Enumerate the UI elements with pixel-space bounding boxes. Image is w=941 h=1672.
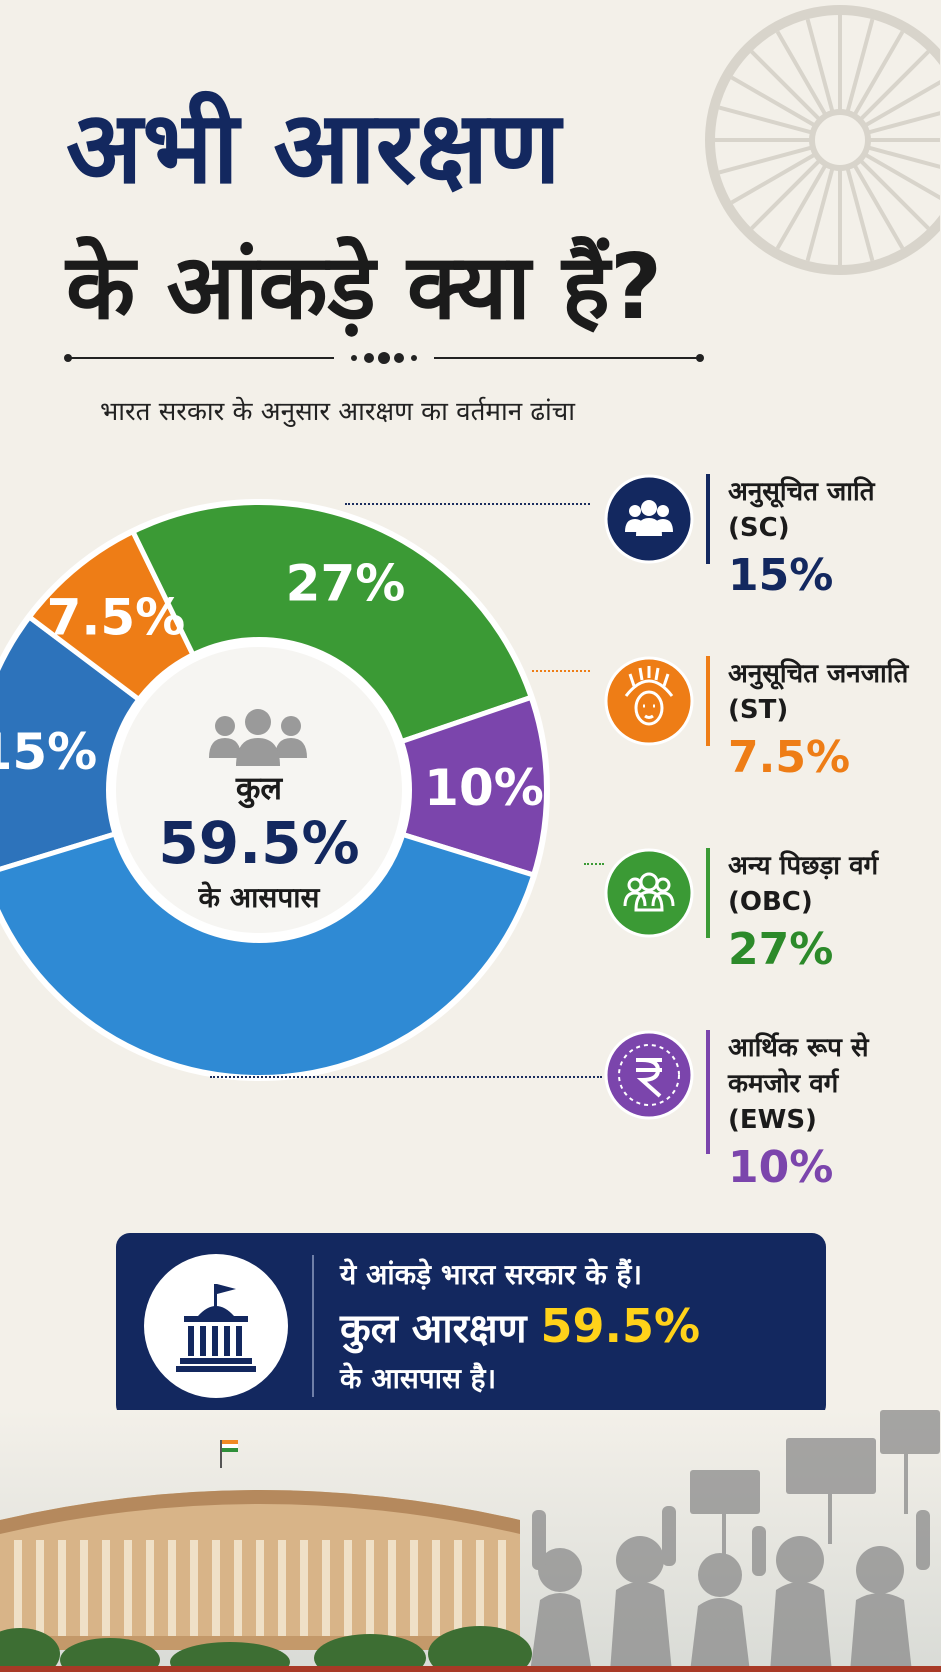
legend-item-sc: अनुसूचित जाति (SC) 15% [604, 474, 934, 601]
legend-name-sc: अनुसूचित जाति (SC) [728, 477, 875, 543]
government-building-icon [176, 1284, 256, 1372]
parliament-column [388, 1540, 396, 1636]
donut-center-text: कुल 59.5% के आसपास [108, 768, 410, 918]
donut-center-disc [106, 637, 412, 943]
parliament-column [58, 1540, 66, 1636]
parliament-column [80, 1540, 88, 1636]
chakra-spoke [845, 166, 875, 262]
donut-outer-border [0, 499, 550, 1081]
legend-item-obc: अन्य पिछड़ा वर्ग (OBC) 27% [604, 848, 934, 978]
chakra-spoke [805, 166, 835, 262]
ashoka-chakra-watermark [705, 5, 940, 275]
parliament-column [102, 1540, 110, 1636]
parliament-column [234, 1540, 242, 1636]
parliament-column [322, 1540, 330, 1636]
chakra-spoke [863, 152, 940, 201]
banner-line-3: के आसपास है। [340, 1362, 497, 1395]
title-line-1: अभी आरक्षण [66, 89, 561, 206]
parliament-column [366, 1540, 374, 1636]
legend-name-obc: अन्य पिछड़ा वर्ग (OBC) [728, 851, 879, 917]
chakra-spoke [852, 30, 905, 117]
chakra-spoke [775, 163, 828, 250]
reservation-donut-chart: 15% 7.5% 27% 10% [0, 499, 550, 1081]
chakra-spoke [858, 158, 930, 230]
legend-value-st: 7.5% [728, 732, 851, 783]
chakra-spoke [863, 79, 940, 128]
center-label: कुल [235, 769, 283, 807]
chakra-spoke [858, 50, 930, 122]
banner-separator [312, 1255, 314, 1397]
parliament-column [14, 1540, 22, 1636]
chakra-spoke [852, 163, 905, 250]
chakra-spoke [730, 75, 817, 128]
parliament-column [146, 1540, 154, 1636]
ornamental-divider [64, 352, 704, 364]
legend-bar-st [706, 656, 710, 746]
summary-banner: ये आंकड़े भारत सरकार के हैं। कुल आरक्षण … [116, 1233, 826, 1419]
parliament-column [168, 1540, 176, 1636]
center-sub: के आसपास [198, 881, 320, 914]
parliament-column [476, 1540, 484, 1636]
legend-name-st: अनुसूचित जनजाति (ST) [728, 659, 909, 725]
parliament-column [212, 1540, 220, 1636]
legend-value-sc: 15% [728, 550, 834, 601]
chakra-spoke [775, 30, 828, 117]
chakra-spoke [718, 145, 814, 175]
parliament-column [190, 1540, 198, 1636]
parliament-column [454, 1540, 462, 1636]
parliament-column [300, 1540, 308, 1636]
chakra-spoke [866, 145, 940, 169]
title-line-2: के आंकड़े क्या हैं? [66, 235, 663, 340]
people-group-icon [209, 709, 307, 766]
banner-line-1: ये आंकड़े भारत सरकार के हैं। [340, 1258, 643, 1291]
parliament-column [278, 1540, 286, 1636]
legend-item-ews: आर्थिक रूप से कमजोर वर्ग (EWS) 10% [604, 1030, 934, 1200]
chakra-spoke [805, 18, 835, 114]
parliament-column [410, 1540, 418, 1636]
chakra-spoke [845, 18, 875, 114]
legend-bar-sc [706, 474, 710, 564]
parliament-column [432, 1540, 440, 1636]
leader-line-st [532, 670, 590, 672]
slice-label: 7.5% [47, 588, 186, 646]
chakra-spoke [750, 158, 822, 230]
leader-line-sc [345, 503, 590, 505]
legend-name-ews: आर्थिक रूप से कमजोर वर्ग (EWS) [728, 1033, 869, 1135]
legend-bar-ews [706, 1030, 710, 1154]
parliament-column [124, 1540, 132, 1636]
parliament-column [36, 1540, 44, 1636]
center-value: 59.5% [158, 809, 360, 877]
legend-item-st: अनुसूचित जनजाति (ST) 7.5% [604, 656, 934, 786]
group-icon [604, 474, 694, 564]
legend-bar-obc [706, 848, 710, 938]
page-title: अभी आरक्षण के आंकड़े क्या हैं? [66, 78, 706, 358]
protest-crowd [530, 1410, 940, 1672]
chakra-spoke [718, 105, 814, 135]
banner-total-value: 59.5% [540, 1299, 701, 1353]
garden-trees [0, 1626, 532, 1672]
rupee-icon [604, 1030, 694, 1120]
leader-line-obc [584, 863, 604, 865]
tribal-headdress-icon [604, 656, 694, 746]
subtitle: भारत सरकार के अनुसार आरक्षण का वर्तमान ढ… [100, 397, 576, 427]
chakra-spoke [730, 152, 817, 205]
parliament-and-protest-scene [0, 1410, 941, 1672]
legend-value-ews: 10% [728, 1142, 834, 1193]
garden-path [0, 1666, 941, 1672]
slice-label: 10% [424, 759, 544, 817]
slice-label: 15% [0, 723, 97, 781]
slice-label: 27% [286, 554, 406, 612]
leader-line-ews [210, 1076, 602, 1078]
banner-line-2: कुल आरक्षण 59.5% [340, 1299, 700, 1354]
parliament-column [256, 1540, 264, 1636]
parliament-column [498, 1540, 506, 1636]
chakra-spoke [750, 50, 822, 122]
chakra-spoke [866, 111, 940, 135]
group-icon [604, 848, 694, 938]
legend-value-obc: 27% [728, 924, 834, 975]
parliament-column [344, 1540, 352, 1636]
banner-icon-circle [144, 1254, 288, 1398]
banner-line-2-prefix: कुल आरक्षण [340, 1306, 541, 1352]
